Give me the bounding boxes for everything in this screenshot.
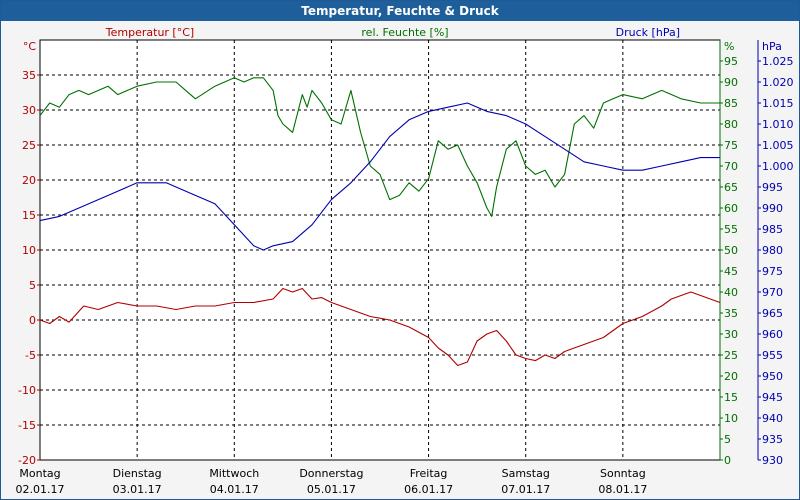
pressure-tick-label: 1.005 xyxy=(762,139,794,152)
pressure-tick-label: 945 xyxy=(762,391,783,404)
humidity-unit-label: % xyxy=(724,40,734,53)
temperature-tick-label: 0 xyxy=(29,314,36,327)
pressure-tick-label: 965 xyxy=(762,307,783,320)
pressure-tick-label: 980 xyxy=(762,244,783,257)
pressure-tick-label: 930 xyxy=(762,454,783,467)
humidity-series-line xyxy=(39,77,720,217)
humidity-tick-label: 90 xyxy=(724,76,738,89)
pressure-tick-label: 955 xyxy=(762,349,783,362)
temperature-series-line xyxy=(39,287,721,367)
x-tick-day-label: Samstag xyxy=(502,467,550,480)
temperature-tick-label: -20 xyxy=(18,454,36,467)
x-tick-date-label: 08.01.17 xyxy=(598,483,647,496)
pressure-tick-label: 985 xyxy=(762,223,783,236)
temperature-tick-label: -15 xyxy=(18,419,36,432)
humidity-tick-label: 35 xyxy=(724,307,738,320)
temperature-axis-title: Temperatur [°C] xyxy=(105,26,194,39)
humidity-tick-label: 30 xyxy=(724,328,738,341)
pressure-tick-label: 975 xyxy=(762,265,783,278)
temperature-tick-label: 15 xyxy=(22,209,36,222)
x-tick-day-label: Freitag xyxy=(410,467,448,480)
x-tick-date-label: 04.01.17 xyxy=(210,483,259,496)
humidity-tick-label: 80 xyxy=(724,118,738,131)
pressure-tick-label: 940 xyxy=(762,412,783,425)
humidity-tick-label: 5 xyxy=(724,433,731,446)
humidity-tick-label: 15 xyxy=(724,391,738,404)
x-tick-date-label: 02.01.17 xyxy=(16,483,65,496)
x-tick-date-label: 03.01.17 xyxy=(113,483,162,496)
humidity-tick-label: 70 xyxy=(724,160,738,173)
temperature-tick-label: 20 xyxy=(22,174,36,187)
pressure-tick-label: 1.000 xyxy=(762,160,794,173)
temperature-tick-label: 35 xyxy=(22,69,36,82)
pressure-tick-label: 950 xyxy=(762,370,783,383)
temperature-tick-label: 10 xyxy=(22,244,36,257)
pressure-series-line xyxy=(39,102,720,251)
humidity-tick-label: 50 xyxy=(724,244,738,257)
humidity-tick-label: 10 xyxy=(724,412,738,425)
humidity-tick-label: 95 xyxy=(724,55,738,68)
pressure-tick-label: 1.015 xyxy=(762,97,794,110)
x-tick-date-label: 06.01.17 xyxy=(404,483,453,496)
humidity-tick-label: 85 xyxy=(724,97,738,110)
temperature-tick-label: 25 xyxy=(22,139,36,152)
pressure-tick-label: 935 xyxy=(762,433,783,446)
humidity-tick-label: 75 xyxy=(724,139,738,152)
x-tick-day-label: Mittwoch xyxy=(209,467,259,480)
temperature-tick-label: -10 xyxy=(18,384,36,397)
pressure-axis-title: Druck [hPa] xyxy=(616,26,680,39)
x-tick-date-label: 05.01.17 xyxy=(307,483,356,496)
x-tick-day-label: Montag xyxy=(19,467,60,480)
x-tick-day-label: Sonntag xyxy=(600,467,646,480)
humidity-tick-label: 65 xyxy=(724,181,738,194)
humidity-tick-label: 25 xyxy=(724,349,738,362)
humidity-tick-label: 40 xyxy=(724,286,738,299)
temperature-tick-label: -5 xyxy=(25,349,36,362)
humidity-tick-label: 20 xyxy=(724,370,738,383)
temperature-tick-label: 5 xyxy=(29,279,36,292)
pressure-tick-label: 1.025 xyxy=(762,55,794,68)
pressure-tick-label: 995 xyxy=(762,181,783,194)
pressure-tick-label: 970 xyxy=(762,286,783,299)
temperature-unit-label: °C xyxy=(23,40,37,53)
humidity-tick-label: 55 xyxy=(724,223,738,236)
humidity-axis-title: rel. Feuchte [%] xyxy=(361,26,448,39)
pressure-unit-label: hPa xyxy=(762,40,782,53)
humidity-tick-label: 45 xyxy=(724,265,738,278)
humidity-tick-label: 0 xyxy=(724,454,731,467)
window-title: Temperatur, Feuchte & Druck xyxy=(1,1,799,21)
x-tick-day-label: Dienstag xyxy=(113,467,162,480)
humidity-tick-label: 60 xyxy=(724,202,738,215)
pressure-tick-label: 1.020 xyxy=(762,76,794,89)
x-tick-date-label: 07.01.17 xyxy=(501,483,550,496)
pressure-tick-label: 990 xyxy=(762,202,783,215)
pressure-tick-label: 960 xyxy=(762,328,783,341)
pressure-tick-label: 1.010 xyxy=(762,118,794,131)
x-tick-day-label: Donnerstag xyxy=(299,467,363,480)
temperature-tick-label: 30 xyxy=(22,104,36,117)
